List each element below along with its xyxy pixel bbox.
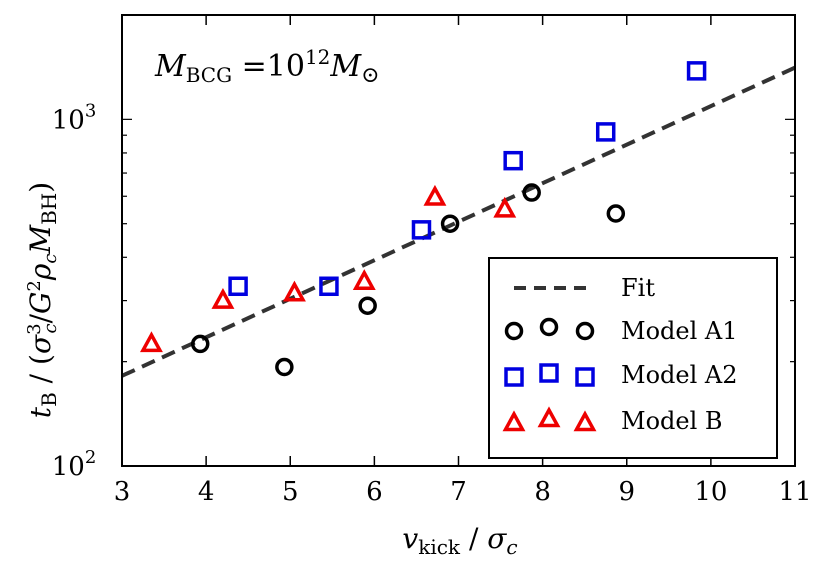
data-point-model-a2	[411, 220, 432, 240]
x-tick-label-10: 10	[694, 477, 727, 507]
x-tick-label-9: 9	[618, 477, 635, 507]
x-tick-label-8: 8	[534, 477, 551, 507]
legend-label-model-a2: Model A2	[621, 361, 738, 389]
data-point-model-b	[139, 331, 163, 353]
annotation-text: MBCG =1012M⊙	[154, 45, 380, 88]
legend-marker-model-a2	[504, 367, 524, 387]
data-point-model-a2	[595, 122, 616, 142]
x-tick-label-4: 4	[198, 477, 215, 507]
data-point-model-a1	[522, 183, 541, 202]
data-point-model-a1	[440, 214, 460, 233]
data-point-model-a2	[319, 276, 339, 297]
data-point-model-b	[352, 269, 376, 291]
legend-marker-model-a1	[539, 317, 559, 337]
legend-marker-model-a1	[504, 321, 524, 341]
plot-frame	[121, 14, 796, 467]
data-point-model-a2	[503, 150, 523, 171]
data-point-model-a1	[190, 334, 210, 354]
x-tick-label-5: 5	[282, 477, 299, 507]
legend-label-model-a1: Model A1	[621, 317, 738, 345]
data-point-model-a1	[275, 357, 294, 377]
legend-marker-model-b	[537, 406, 561, 428]
legend-box	[488, 257, 778, 459]
y-axis-label: tB / (σ3c/G2ρcMBH)	[24, 182, 61, 418]
data-point-model-a2	[686, 61, 707, 81]
legend-markers-model-a2	[504, 363, 595, 387]
legend: Fit Model A1 Model A2 Model B	[488, 257, 778, 459]
x-tick-label-11: 11	[778, 477, 811, 507]
y-tick-label-100: 102	[52, 447, 97, 482]
y-tick-label-1000: 103	[52, 100, 97, 135]
points-layer	[139, 61, 707, 377]
x-tick-label-6: 6	[366, 477, 383, 507]
x-tick-label-3: 3	[114, 477, 131, 507]
legend-markers-model-a1	[504, 317, 595, 341]
legend-label-fit: Fit	[621, 274, 655, 302]
legend-marker-model-a1	[575, 321, 595, 341]
data-point-model-a1	[606, 204, 626, 223]
fit-layer	[121, 65, 796, 378]
data-point-model-b	[493, 196, 517, 218]
data-point-model-a2	[228, 276, 248, 297]
legend-label-model-b: Model B	[621, 407, 723, 435]
data-point-model-b	[283, 280, 306, 302]
legend-marker-model-a2	[575, 367, 595, 387]
x-tick-label-7: 7	[450, 477, 467, 507]
legend-marker-model-b	[502, 410, 526, 432]
x-axis-label: vkick / σc	[402, 522, 517, 559]
legend-marker-model-a2	[539, 363, 559, 383]
legend-marker-model-b	[573, 410, 597, 432]
data-point-model-a1	[358, 296, 377, 315]
legend-markers-model-b	[502, 406, 597, 432]
fit-line	[121, 65, 796, 378]
data-point-model-b	[423, 184, 447, 206]
data-point-model-b	[211, 287, 235, 309]
